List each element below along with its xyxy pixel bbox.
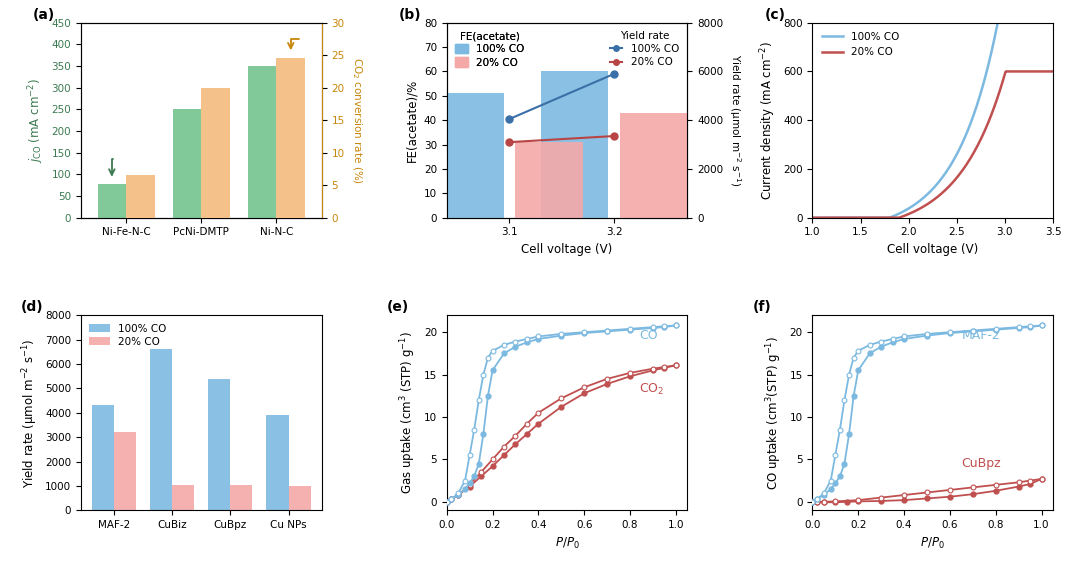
- Bar: [620, 113, 688, 218]
- 20% CO: [885, 214, 897, 221]
- Bar: [276, 58, 305, 218]
- X-axis label: $P/P_0$: $P/P_0$: [920, 536, 945, 551]
- Text: (e): (e): [387, 301, 409, 314]
- Text: (a): (a): [32, 8, 55, 22]
- 20% CO: [980, 124, 993, 131]
- X-axis label: Cell voltage (V): Cell voltage (V): [522, 243, 612, 256]
- Y-axis label: $j_{\mathrm{CO}}$ (mA cm$^{-2}$): $j_{\mathrm{CO}}$ (mA cm$^{-2}$): [26, 78, 46, 163]
- Legend: 100% CO, 20% CO: 100% CO, 20% CO: [451, 28, 527, 71]
- 100% CO: [901, 206, 914, 213]
- 20% CO: [957, 165, 970, 172]
- 20% CO: [981, 121, 994, 128]
- Text: CO: CO: [639, 329, 658, 342]
- Legend: 100% CO, 20% CO: 100% CO, 20% CO: [818, 28, 904, 61]
- Y-axis label: Current density (mA cm$^{-2}$): Current density (mA cm$^{-2}$): [758, 41, 778, 200]
- Bar: [208, 379, 230, 510]
- 100% CO: [806, 214, 819, 221]
- Y-axis label: FE(acetate)/%: FE(acetate)/%: [405, 79, 418, 162]
- 100% CO: [1047, 19, 1059, 26]
- Bar: [97, 184, 126, 218]
- 20% CO: [999, 68, 1012, 75]
- Y-axis label: Gas uptake (cm$^3$ (STP) g$^{-1}$): Gas uptake (cm$^3$ (STP) g$^{-1}$): [399, 331, 418, 494]
- Text: CuBpz: CuBpz: [961, 458, 1001, 471]
- Bar: [126, 175, 154, 218]
- 100% CO: [981, 66, 994, 73]
- Y-axis label: Yield rate (μmol m$^{-2}$ s$^{-1}$): Yield rate (μmol m$^{-2}$ s$^{-1}$): [21, 338, 40, 488]
- Bar: [436, 94, 503, 218]
- Bar: [248, 66, 276, 218]
- 20% CO: [901, 211, 914, 218]
- Text: (d): (d): [21, 301, 43, 314]
- Bar: [201, 88, 230, 218]
- Bar: [515, 142, 583, 218]
- 100% CO: [885, 214, 897, 221]
- Text: MAF-2: MAF-2: [961, 329, 1000, 342]
- X-axis label: Cell voltage (V): Cell voltage (V): [887, 243, 978, 256]
- 20% CO: [806, 214, 819, 221]
- 100% CO: [991, 19, 1004, 26]
- Text: CO$_2$: CO$_2$: [639, 382, 664, 397]
- Bar: [230, 485, 253, 510]
- 20% CO: [835, 214, 848, 221]
- Y-axis label: CO uptake (cm$^3$(STP) g$^{-1}$): CO uptake (cm$^3$(STP) g$^{-1}$): [765, 336, 784, 490]
- Legend: 100% CO, 20% CO: 100% CO, 20% CO: [86, 320, 170, 350]
- Line: 20% CO: 20% CO: [812, 71, 1053, 218]
- Y-axis label: CO$_2$ conversion rate (%): CO$_2$ conversion rate (%): [350, 57, 364, 184]
- 20% CO: [1047, 68, 1059, 75]
- Text: (c): (c): [765, 8, 785, 22]
- Line: 100% CO: 100% CO: [812, 23, 1053, 218]
- Bar: [288, 486, 311, 510]
- 100% CO: [980, 70, 993, 77]
- Text: (b): (b): [399, 8, 421, 22]
- 100% CO: [835, 214, 848, 221]
- Legend: 100% CO, 20% CO: 100% CO, 20% CO: [607, 28, 683, 70]
- Bar: [172, 485, 194, 510]
- Y-axis label: Yield rate (μmol m$^{-2}$ s$^{-1}$): Yield rate (μmol m$^{-2}$ s$^{-1}$): [727, 54, 743, 187]
- Bar: [92, 405, 114, 510]
- Bar: [150, 349, 172, 510]
- Bar: [267, 415, 288, 510]
- Bar: [114, 432, 136, 510]
- X-axis label: $P/P_0$: $P/P_0$: [555, 536, 579, 551]
- 100% CO: [957, 137, 970, 143]
- Bar: [173, 109, 201, 218]
- Bar: [540, 71, 608, 218]
- Text: (f): (f): [753, 301, 771, 314]
